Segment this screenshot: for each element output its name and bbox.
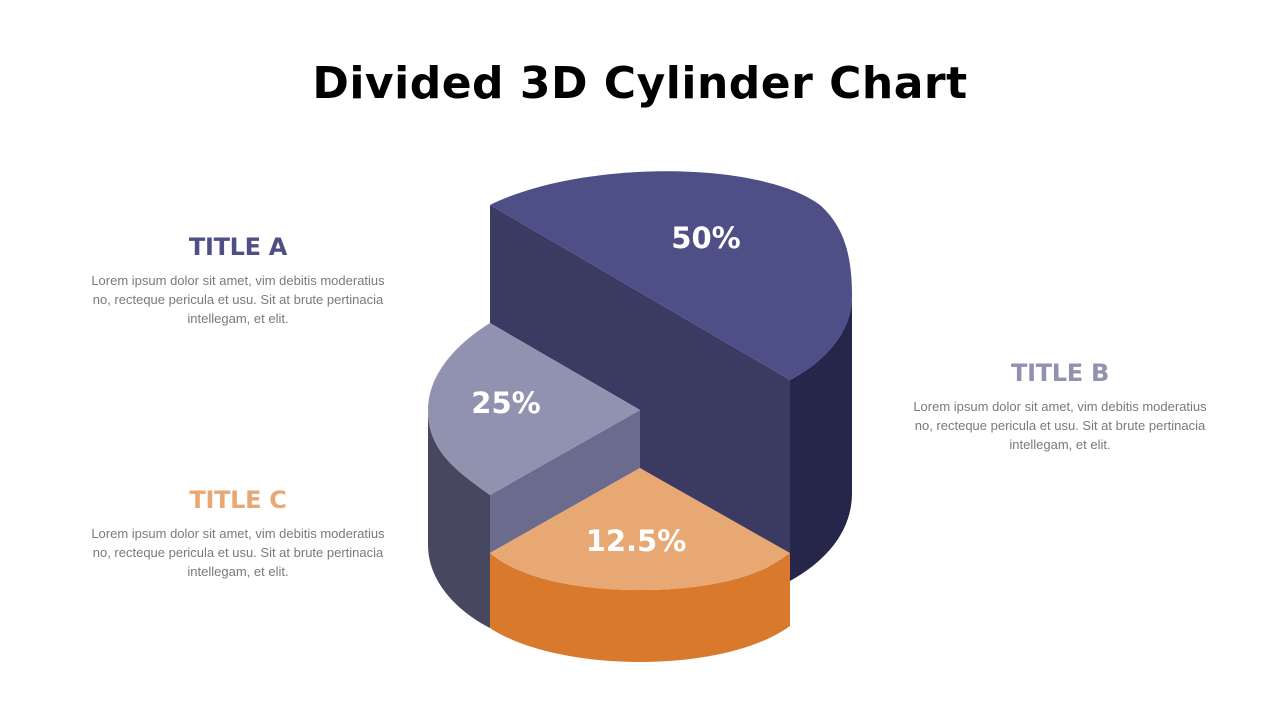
slice-50-top bbox=[490, 171, 852, 380]
slice-12-5-top bbox=[490, 468, 790, 590]
chart-title: Divided 3D Cylinder Chart bbox=[312, 58, 968, 109]
slice-25: 25% bbox=[428, 323, 640, 628]
slice-25-label: 25% bbox=[471, 386, 540, 420]
slice-50: 50% bbox=[490, 171, 852, 581]
slice-12-5-label: 12.5% bbox=[586, 524, 687, 558]
slice-50-side bbox=[490, 205, 790, 581]
title-a-block: TITLE A Lorem ipsum dolor sit amet, vim … bbox=[88, 233, 388, 328]
slice-50-label: 50% bbox=[671, 221, 740, 255]
title-c-heading: TITLE C bbox=[189, 486, 287, 514]
title-c-block: TITLE C Lorem ipsum dolor sit amet, vim … bbox=[88, 486, 388, 581]
slice-12-5: 12.5% bbox=[490, 468, 790, 662]
slice-25-side bbox=[490, 410, 640, 553]
title-a-heading: TITLE A bbox=[188, 233, 288, 261]
title-a-text: Lorem ipsum dolor sit amet, vim debitis … bbox=[91, 273, 385, 326]
slice-25-top bbox=[428, 323, 640, 495]
title-b-text: Lorem ipsum dolor sit amet, vim debitis … bbox=[913, 399, 1207, 452]
title-b-heading: TITLE B bbox=[1011, 359, 1109, 387]
title-b-block: TITLE B Lorem ipsum dolor sit amet, vim … bbox=[910, 359, 1210, 454]
slice-25-rim bbox=[428, 410, 490, 628]
slice-50-rim bbox=[790, 296, 852, 581]
slice-12-5-side bbox=[490, 553, 790, 662]
title-c-text: Lorem ipsum dolor sit amet, vim debitis … bbox=[91, 526, 385, 579]
